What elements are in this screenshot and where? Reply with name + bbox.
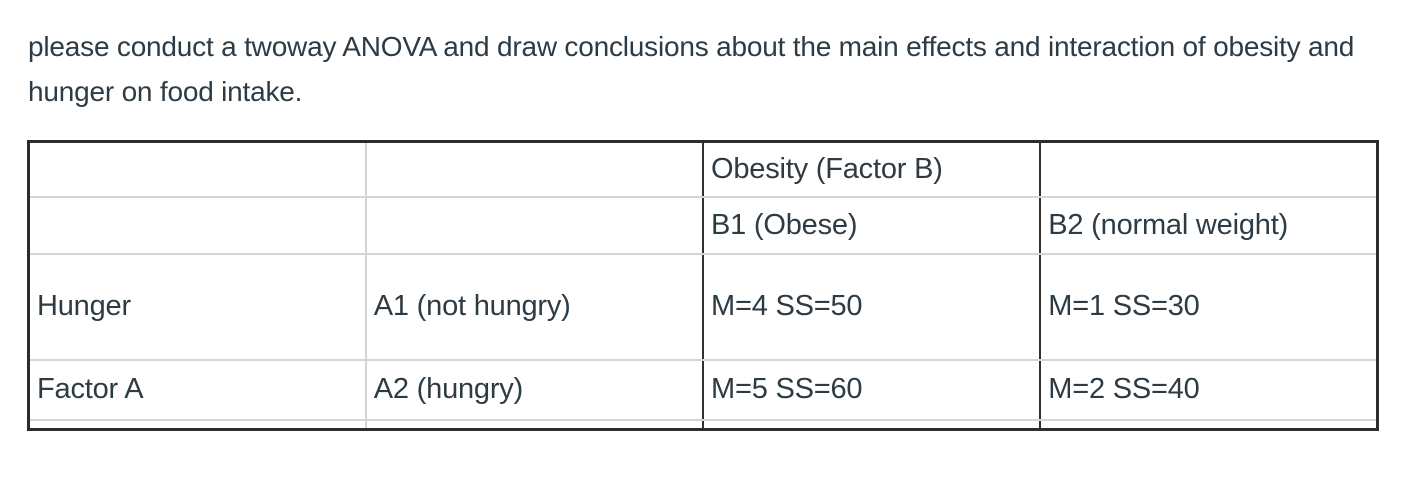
cell-a2b2-data: M=2 SS=40 bbox=[1039, 358, 1379, 421]
table-row: Hunger A1 (not hungry) M=4 SS=50 M=1 SS=… bbox=[27, 252, 1379, 361]
cell-b2-normal-weight-label: B2 (normal weight) bbox=[1039, 195, 1379, 255]
table-row bbox=[27, 418, 1379, 431]
cell-empty-r4c0 bbox=[27, 418, 367, 431]
cell-factor-a-label: Factor A bbox=[27, 358, 367, 421]
cell-empty-r4c3 bbox=[1039, 418, 1379, 431]
cell-a2-hungry-label: A2 (hungry) bbox=[364, 358, 705, 421]
table-row: Factor A A2 (hungry) M=5 SS=60 M=2 SS=40 bbox=[27, 358, 1379, 421]
cell-b1-obese-label: B1 (Obese) bbox=[701, 195, 1042, 255]
cell-empty-r1c0 bbox=[27, 195, 367, 255]
table-row: Obesity (Factor B) bbox=[27, 140, 1379, 198]
cell-empty-r4c1 bbox=[364, 418, 705, 431]
anova-data-table: Obesity (Factor B) B1 (Obese) B2 (normal… bbox=[27, 140, 1379, 431]
cell-empty-r1c1 bbox=[364, 195, 705, 255]
question-text: please conduct a twoway ANOVA and draw c… bbox=[28, 31, 1355, 107]
table-row: B1 (Obese) B2 (normal weight) bbox=[27, 195, 1379, 255]
cell-empty-r0c3 bbox=[1039, 140, 1379, 198]
cell-a2b1-data: M=5 SS=60 bbox=[701, 358, 1042, 421]
cell-obesity-factor-b-header: Obesity (Factor B) bbox=[701, 140, 1042, 198]
cell-empty-r0c1 bbox=[364, 140, 705, 198]
cell-hunger-label: Hunger bbox=[27, 252, 367, 361]
cell-a1-not-hungry-label: A1 (not hungry) bbox=[364, 252, 705, 361]
cell-empty-r0c0 bbox=[27, 140, 367, 198]
cell-a1b2-data: M=1 SS=30 bbox=[1039, 252, 1379, 361]
cell-empty-r4c2 bbox=[701, 418, 1042, 431]
cell-a1b1-data: M=4 SS=50 bbox=[701, 252, 1042, 361]
